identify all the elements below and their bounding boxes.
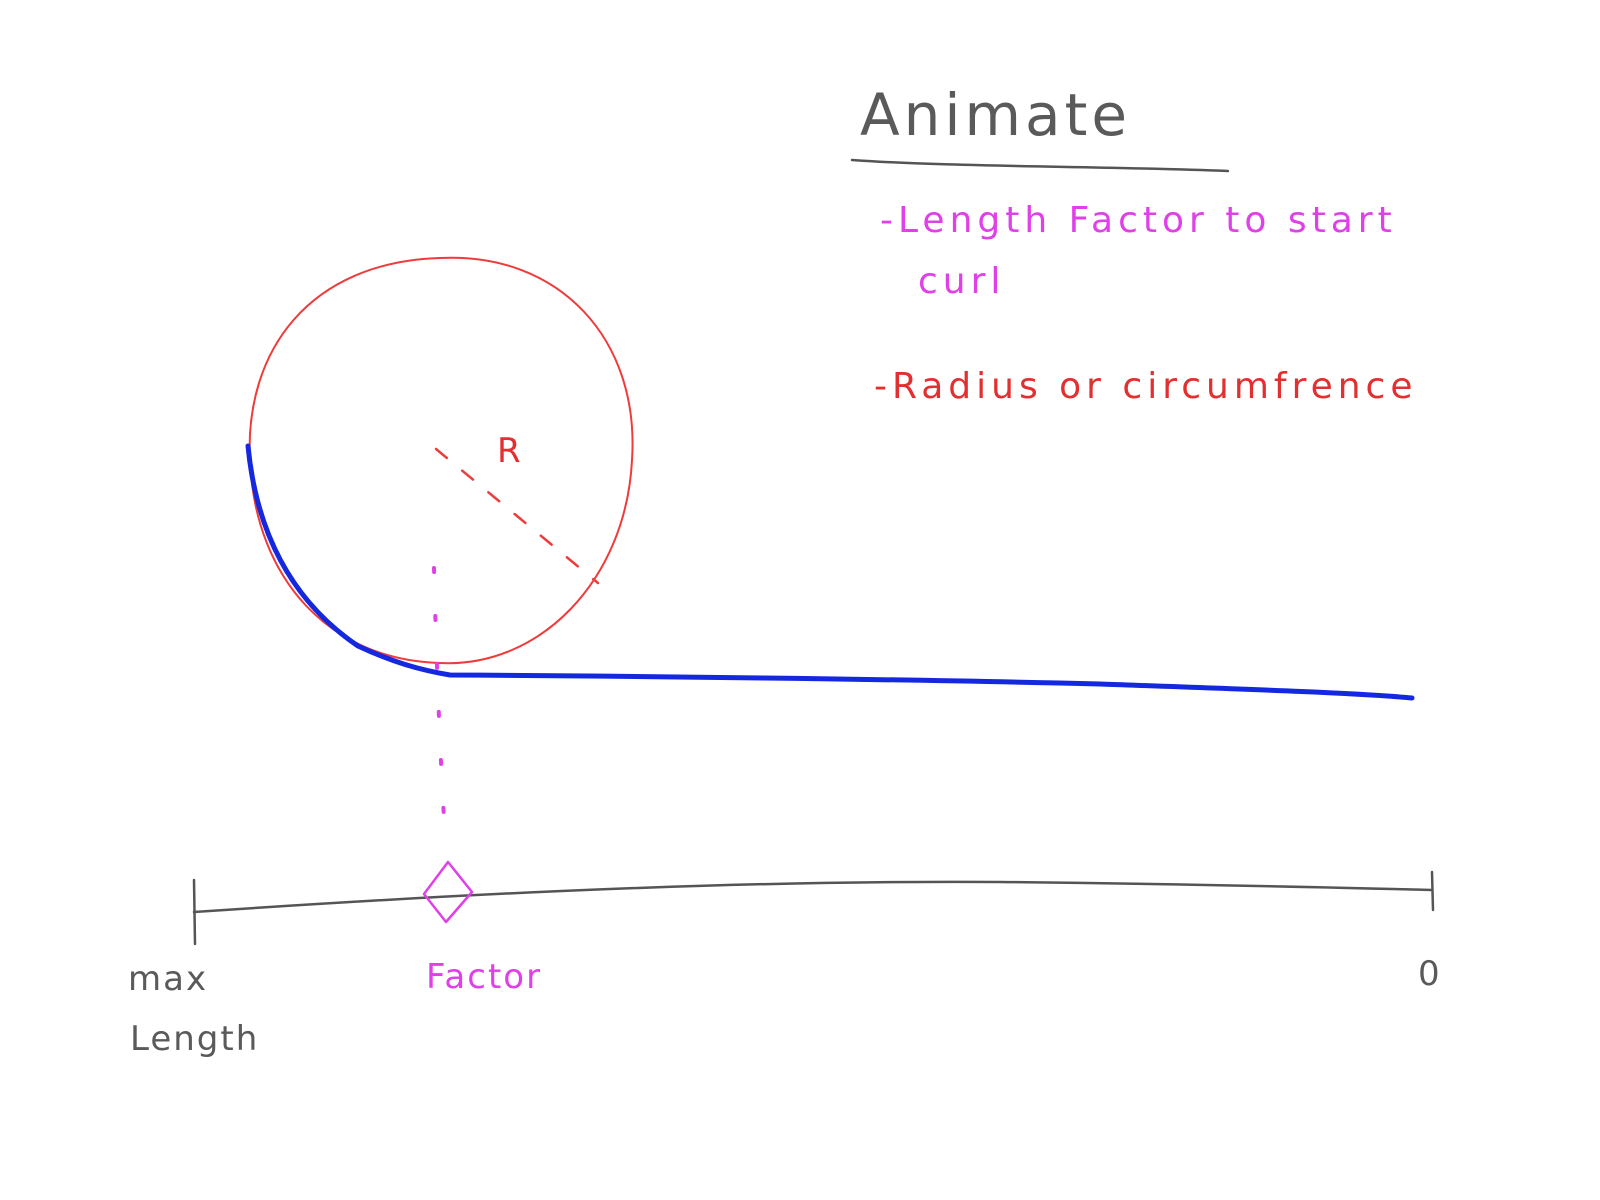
curl-line bbox=[245, 443, 1415, 701]
note-radius: -Radius or circumfrence bbox=[874, 366, 1417, 407]
length-axis bbox=[192, 870, 1435, 946]
axis-tick-zero bbox=[1430, 870, 1435, 912]
note-length-factor: -Length Factor to start curl bbox=[880, 200, 1397, 302]
note-length-factor-line-2: curl bbox=[918, 261, 1005, 302]
note-length-factor-line-1: -Length Factor to start bbox=[880, 200, 1397, 241]
axis-label-factor: Factor bbox=[426, 957, 542, 997]
axis-line bbox=[192, 880, 1434, 914]
factor-marker bbox=[422, 860, 474, 924]
title-underline bbox=[850, 158, 1230, 173]
radius-label: R bbox=[497, 431, 523, 471]
axis-label-max-line-2: Length bbox=[130, 1019, 259, 1059]
title-text: Animate bbox=[860, 81, 1131, 149]
factor-guide-line bbox=[432, 566, 448, 852]
axis-label-max-line-1: max bbox=[128, 959, 208, 999]
note-radius-line-1: -Radius or circumfrence bbox=[874, 366, 1417, 407]
axis-tick-max bbox=[192, 878, 197, 946]
radius-line bbox=[434, 447, 600, 585]
axis-label-zero: 0 bbox=[1418, 954, 1442, 994]
